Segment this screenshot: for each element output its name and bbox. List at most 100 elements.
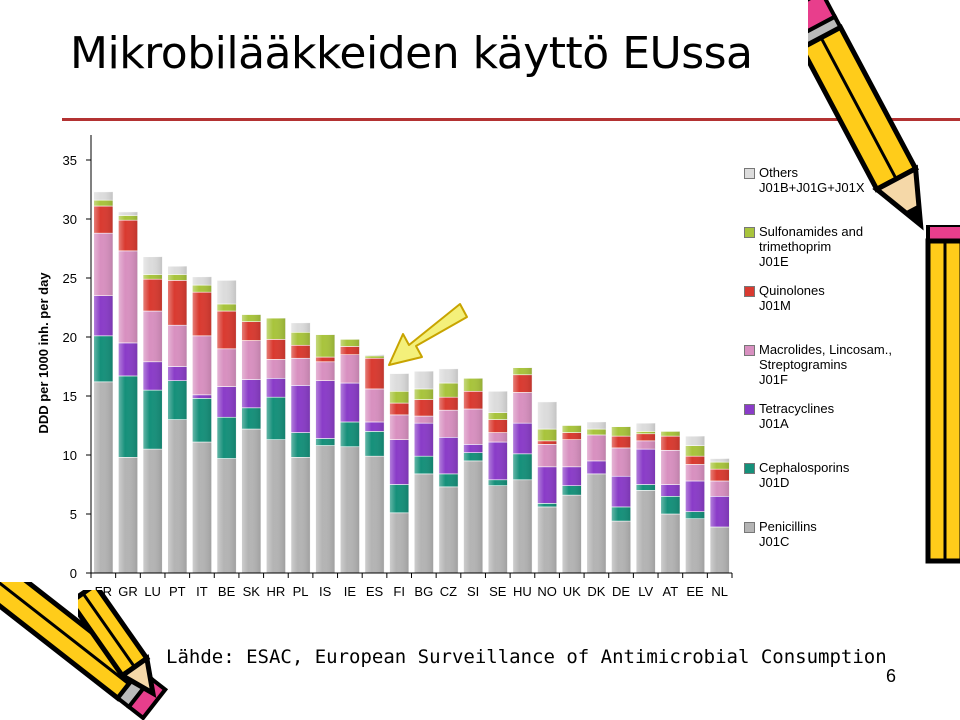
bar-segment-shade: [192, 276, 212, 286]
legend-label-macrolides: Macrolides, Lincosam., Streptogramins J0…: [759, 342, 892, 387]
bar-segment-shade: [488, 419, 508, 433]
bar-segment-shade: [315, 438, 335, 446]
bar-segment-shade: [340, 354, 360, 384]
bar-segment-shade: [463, 452, 483, 461]
bar-segment-shade: [167, 274, 187, 281]
x-tick-label: EE: [686, 584, 704, 599]
bar-segment-shade: [463, 444, 483, 453]
bar-segment-shade: [586, 434, 607, 461]
bar-segment-shade: [660, 450, 680, 485]
bar-segment-shade: [315, 445, 335, 573]
bar-segment-shade: [710, 526, 730, 573]
bar-segment-shade: [660, 514, 680, 573]
bar-segment-shade: [266, 339, 286, 360]
bar-segment-shade: [660, 431, 680, 437]
bar-segment-shade: [463, 391, 483, 409]
bar-segment-shade: [488, 479, 508, 486]
legend-swatch-quinolones: [744, 286, 755, 297]
bar-segment-shade: [438, 437, 459, 474]
bar-segment-shade: [364, 421, 385, 432]
bar-segment-shade: [414, 388, 434, 400]
bar-segment-shade: [685, 436, 705, 446]
bar-segment-shade: [389, 439, 409, 485]
bar-segment-shade: [192, 394, 212, 399]
bar-segment-shade: [562, 466, 582, 486]
bar-segment-shade: [537, 444, 557, 467]
bar-segment-shade: [241, 321, 261, 341]
x-tick-label: SE: [489, 584, 507, 599]
bar-segment-shade: [143, 256, 163, 275]
bar-segment-shade: [93, 191, 113, 201]
legend-label-cephalosporins: Cephalosporins J01D: [759, 460, 850, 490]
bar-segment-shade: [438, 410, 459, 438]
bar-segment-shade: [266, 318, 286, 340]
bar-segment-shade: [414, 399, 434, 417]
bar-segment-shade: [266, 439, 286, 573]
arrow-annotation: [388, 303, 468, 366]
bar-segment-shade: [562, 485, 582, 496]
bar-segment-shade: [364, 456, 385, 573]
bar-segment-shade: [512, 453, 533, 480]
bar-segment-shade: [414, 473, 434, 573]
bar-segment-shade: [586, 460, 607, 474]
bar-segment-shade: [512, 423, 533, 454]
x-tick-label: PL: [293, 584, 309, 599]
bar-segment-shade: [710, 458, 730, 463]
bar-segment-shade: [611, 506, 631, 522]
bar-segment-shade: [512, 392, 533, 424]
bar-segment-shade: [685, 445, 705, 457]
x-tick-label: IE: [344, 584, 357, 599]
legend-label-tetracyclines: Tetracyclines J01A: [759, 401, 835, 431]
y-tick-label: 25: [63, 271, 77, 286]
bar-segment-shade: [241, 379, 261, 408]
bar-segment-shade: [488, 391, 508, 413]
bar-segment-shade: [93, 295, 113, 336]
bar-segment-shade: [315, 361, 335, 381]
bar-segment-shade: [118, 342, 138, 376]
bar-segment-shade: [537, 506, 557, 573]
y-tick-label: 20: [63, 330, 77, 345]
bar-segment-shade: [488, 432, 508, 443]
bar-segment-shade: [685, 518, 705, 573]
bar-segment-shade: [710, 496, 730, 527]
bar-segment-shade: [192, 398, 212, 443]
bar-segment-shade: [389, 403, 409, 415]
legend-swatch-cephalosporins: [744, 463, 755, 474]
bar-segment-shade: [93, 335, 113, 382]
bar-segment-shade: [537, 401, 557, 430]
bar-segment-shade: [562, 425, 582, 433]
x-tick-label: FI: [393, 584, 405, 599]
bar-segment-shade: [438, 473, 459, 487]
bar-segment-shade: [636, 449, 656, 485]
x-tick-label: HU: [513, 584, 532, 599]
page-number: 6: [886, 666, 897, 686]
bar-segment-shade: [364, 388, 385, 422]
bar-segment-shade: [636, 484, 656, 491]
bar-segment-shade: [488, 412, 508, 420]
legend-swatch-macrolides: [744, 345, 755, 356]
legend-label-sulfonamides: Sulfonamides and trimethoprim J01E: [759, 224, 864, 269]
bar-segment-shade: [364, 354, 385, 356]
x-tick-label: DK: [587, 584, 605, 599]
bar-segment-shade: [611, 436, 631, 448]
legend-swatch-tetracyclines: [744, 404, 755, 415]
bar-segment-shade: [364, 355, 385, 359]
bar-segment-shade: [192, 442, 212, 573]
bar-segment-shade: [118, 220, 138, 251]
y-tick-label: 5: [70, 507, 77, 522]
bar-segment-shade: [562, 495, 582, 573]
bar-segment-shade: [315, 357, 335, 362]
bar-segment-shade: [266, 359, 286, 379]
bar-segment-shade: [192, 292, 212, 336]
bar-segment-shade: [586, 429, 607, 435]
bar-segment-shade: [438, 383, 459, 398]
x-tick-label: HR: [267, 584, 286, 599]
bar-segment-shade: [438, 397, 459, 411]
bar-segment-shade: [143, 449, 163, 573]
bar-segment-shade: [537, 429, 557, 441]
bar-segment-shade: [143, 311, 163, 362]
legend-label-penicillins: Penicillins J01C: [759, 519, 817, 549]
bar-segment-shade: [290, 345, 311, 359]
bar-segment-shade: [167, 380, 187, 420]
bar-segment-shade: [562, 439, 582, 467]
